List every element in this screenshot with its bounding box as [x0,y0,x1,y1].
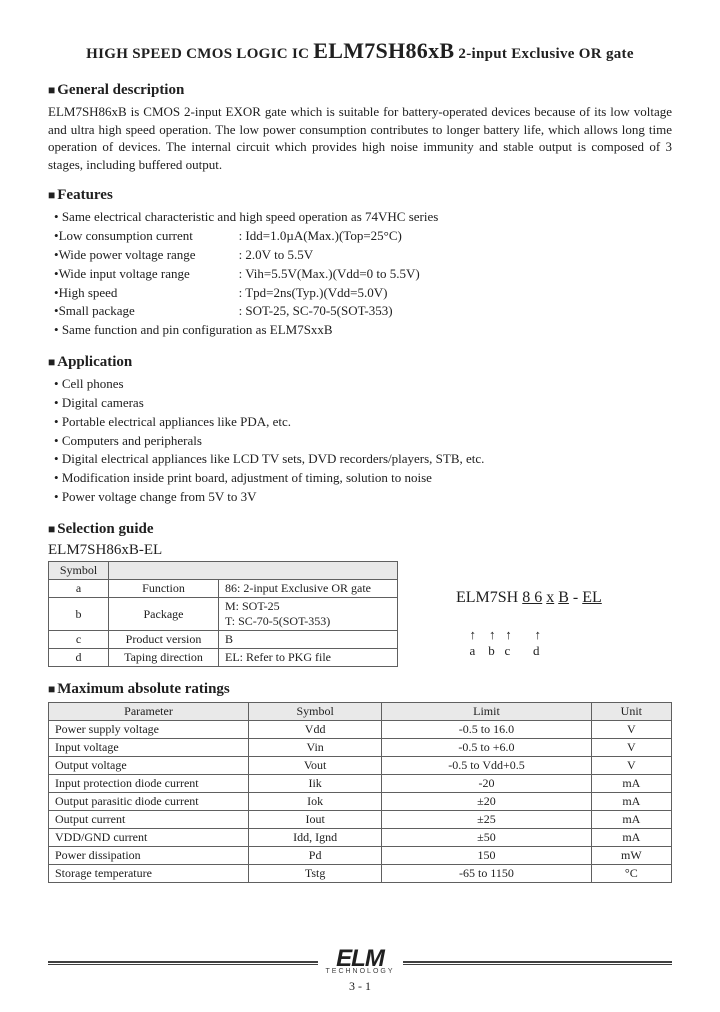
code-c: B [558,589,569,606]
max-row: Output currentIout±25mA [49,811,672,829]
feature-item: High speed: Tpd=2ns(Typ.)(Vdd=5.0V) [54,284,672,303]
features-list: Same electrical characteristic and high … [48,208,672,340]
max-row: Storage temperatureTstg-65 to 1150°C [49,865,672,883]
feature-item: Same function and pin configuration as E… [54,321,672,340]
page-footer: ELM TECHNOLOGY 3 - 1 [0,949,720,994]
title-category: HIGH SPEED CMOS LOGIC IC [86,46,309,62]
section-selection-heading: Selection guide [48,521,672,538]
max-row: Input voltageVin-0.5 to +6.0V [49,739,672,757]
max-header: Limit [382,703,591,721]
selection-table: Symbol aFunction86: 2-input Exclusive OR… [48,561,398,667]
selection-row: aFunction86: 2-input Exclusive OR gate [49,580,398,598]
page-title: HIGH SPEED CMOS LOGIC IC ELM7SH86xB 2-in… [48,38,672,64]
max-row: Output parasitic diode currentIok±20mA [49,793,672,811]
code-arrows: ↑ ↑ ↑ ↑ [424,627,602,643]
page-number: 3 - 1 [0,979,720,994]
section-application-heading: Application [48,354,672,371]
section-features-heading: Features [48,187,672,204]
selection-th-symbol: Symbol [49,562,109,580]
max-header: Parameter [49,703,249,721]
feature-item: Same electrical characteristic and high … [54,208,672,227]
application-item: Computers and peripherals [54,432,672,451]
selection-row: dTaping directionEL: Refer to PKG file [49,649,398,667]
application-item: Portable electrical appliances like PDA,… [54,413,672,432]
code-sep: - [569,589,582,606]
code-letters: a b c d [424,643,602,659]
max-row: Power supply voltageVdd-0.5 to 16.0V [49,721,672,739]
feature-item: Small package: SOT-25, SC-70-5(SOT-353) [54,302,672,321]
selection-row: cProduct versionB [49,631,398,649]
feature-item: Wide power voltage range: 2.0V to 5.5V [54,246,672,265]
max-row: Input protection diode currentIik-20mA [49,775,672,793]
feature-item: Low consumption current: Idd=1.0µA(Max.)… [54,227,672,246]
selection-part-number: ELM7SH86xB-EL [48,542,672,559]
selection-row: bPackageM: SOT-25 T: SC-70-5(SOT-353) [49,598,398,631]
company-logo: ELM TECHNOLOGY [326,949,395,975]
max-row: VDD/GND currentIdd, Ignd±50mA [49,829,672,847]
code-d: EL [582,589,602,606]
ordering-code-diagram: ELM7SH 8 6 x B - EL ↑ ↑ ↑ ↑ a b c d [424,571,602,659]
max-header: Symbol [249,703,382,721]
max-header: Unit [591,703,671,721]
section-general-heading: General description [48,82,672,99]
application-item: Digital electrical appliances like LCD T… [54,450,672,469]
application-item: Cell phones [54,375,672,394]
feature-item: Wide input voltage range: Vih=5.5V(Max.)… [54,265,672,284]
general-description-text: ELM7SH86xB is CMOS 2-input EXOR gate whi… [48,103,672,173]
application-item: Power voltage change from 5V to 3V [54,488,672,507]
max-ratings-table: ParameterSymbolLimitUnit Power supply vo… [48,702,672,883]
section-max-ratings-heading: Maximum absolute ratings [48,681,672,698]
datasheet-page: HIGH SPEED CMOS LOGIC IC ELM7SH86xB 2-in… [0,0,720,1012]
footer-line-right [403,961,673,963]
footer-line-left [48,961,318,963]
logo-text: ELM [326,949,395,969]
title-part-number: ELM7SH86xB [313,38,454,63]
application-item: Digital cameras [54,394,672,413]
max-row: Power dissipationPd150mW [49,847,672,865]
code-prefix: ELM7SH [456,589,522,606]
application-list: Cell phonesDigital camerasPortable elect… [48,375,672,507]
selection-guide-block: Symbol aFunction86: 2-input Exclusive OR… [48,561,672,667]
max-row: Output voltageVout-0.5 to Vdd+0.5V [49,757,672,775]
title-function: 2-input Exclusive OR gate [458,46,633,62]
code-b: x [546,589,554,606]
application-item: Modification inside print board, adjustm… [54,469,672,488]
logo-subtitle: TECHNOLOGY [326,969,395,975]
code-a: 8 6 [522,589,542,606]
